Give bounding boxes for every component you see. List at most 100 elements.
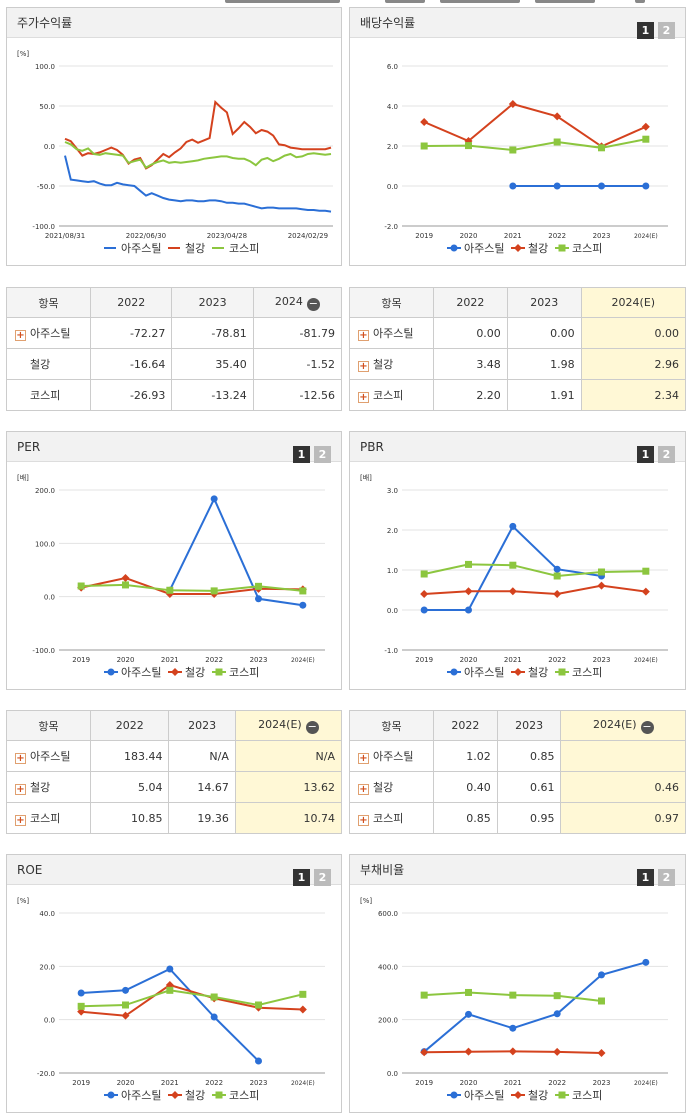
x-tick-label: 2022 xyxy=(548,1079,566,1087)
collapse-icon[interactable]: − xyxy=(305,719,319,734)
expand-icon[interactable]: + xyxy=(358,392,369,403)
y-tick-label: 200.0 xyxy=(378,1017,398,1025)
data-point xyxy=(210,587,218,595)
table-header-row: 항목 2022 2023 2024− xyxy=(6,287,343,318)
x-tick-label: 2024(E) xyxy=(634,657,658,664)
expand-icon[interactable]: + xyxy=(15,815,26,826)
data-point xyxy=(210,495,218,503)
y-tick-label: 0.0 xyxy=(387,607,398,615)
view-1-button[interactable]: 1 xyxy=(637,22,654,39)
data-point xyxy=(598,568,605,576)
dividend-yield-chart: 6.0 4.0 2.0 0.0 -2.0 2019 2020 2021 2022 2023 2024… xyxy=(350,38,685,265)
view-2-button[interactable]: 2 xyxy=(658,446,675,463)
expand-icon[interactable]: + xyxy=(358,330,369,341)
column-header-label: 2022 xyxy=(115,719,144,732)
data-point xyxy=(553,565,561,573)
collapse-icon[interactable]: − xyxy=(306,296,320,311)
data-point xyxy=(641,587,650,596)
data-point xyxy=(598,971,605,979)
view-2-button[interactable]: 2 xyxy=(658,869,675,886)
value-cell: 3.48 xyxy=(433,348,508,380)
view-2-button[interactable]: 2 xyxy=(314,446,331,463)
x-tick-label: 2024(E) xyxy=(291,1080,315,1087)
data-point xyxy=(299,990,307,998)
value-cell: -13.24 xyxy=(171,379,254,411)
table-row: + 코스피 2.20 1.91 2.34 xyxy=(349,379,687,411)
y-tick-label: 6.0 xyxy=(387,63,398,71)
data-point xyxy=(255,595,262,603)
debt-ratio-chart: [%] 600.0 400.0 200.0 0.0 2019 2020 2021 2022 202… xyxy=(350,885,685,1112)
data-point xyxy=(558,1091,566,1099)
x-tick-label: 2024(E) xyxy=(634,233,658,240)
expand-icon[interactable]: + xyxy=(15,330,26,341)
data-point xyxy=(465,142,472,150)
value-cell: 2.34 xyxy=(580,379,687,411)
data-point xyxy=(509,522,517,530)
data-point xyxy=(255,1057,262,1065)
column-header: 2023 xyxy=(168,710,236,741)
value-cell: 0.00 xyxy=(433,317,508,349)
x-tick-label: 2023 xyxy=(593,1079,611,1087)
legend-label: 코스피 xyxy=(229,1089,259,1102)
data-point xyxy=(299,601,307,609)
data-point xyxy=(597,581,606,590)
column-header-label: 2023 xyxy=(188,719,217,732)
data-point xyxy=(450,244,458,252)
expand-icon[interactable]: + xyxy=(358,815,369,826)
value-cell: -81.79 xyxy=(252,317,343,349)
data-point xyxy=(464,587,473,596)
legend-label: 아주스틸 xyxy=(464,666,504,679)
data-point xyxy=(166,586,174,594)
column-header-label: 항목 xyxy=(38,719,59,733)
row-label: 철강 xyxy=(373,358,394,371)
value-cell: 0.61 xyxy=(496,771,562,803)
expand-icon[interactable]: + xyxy=(358,753,369,764)
data-point xyxy=(508,587,517,596)
column-header-label: 2022 xyxy=(456,296,485,309)
series-line xyxy=(81,583,303,592)
view-1-button[interactable]: 1 xyxy=(637,446,654,463)
row-label: 철강 xyxy=(30,781,51,794)
legend-label: 철강 xyxy=(528,1089,548,1102)
data-point xyxy=(255,1001,262,1009)
view-2-button[interactable]: 2 xyxy=(314,869,331,886)
series-line xyxy=(423,563,646,578)
table-header-row: 항목 2022 2023 2024(E) xyxy=(349,287,687,318)
x-tick-label: 2023 xyxy=(593,232,611,240)
data-point xyxy=(77,582,85,590)
expand-icon[interactable]: + xyxy=(358,784,369,795)
column-header: 2022 xyxy=(433,287,508,318)
value-cell: 10.85 xyxy=(89,802,170,834)
view-1-button[interactable]: 1 xyxy=(637,869,654,886)
view-1-button[interactable]: 1 xyxy=(293,446,310,463)
expand-icon[interactable]: + xyxy=(15,784,26,795)
value-cell: -26.93 xyxy=(89,379,173,411)
x-tick-label: 2022/06/30 xyxy=(126,232,166,240)
expand-icon[interactable]: + xyxy=(358,361,369,372)
data-point xyxy=(514,1091,522,1099)
chart-svg: [배] 200.0 100.0 0.0 -100.0 2019 2020 2021 2022 20… xyxy=(17,473,325,679)
y-tick-label: -2.0 xyxy=(384,223,398,231)
data-point xyxy=(509,991,517,999)
data-point xyxy=(77,989,85,997)
value-cell: 2.20 xyxy=(433,379,508,411)
data-point xyxy=(553,590,562,598)
value-cell: 0.85 xyxy=(433,802,498,834)
legend-label: 아주스틸 xyxy=(121,242,161,255)
collapse-icon[interactable]: − xyxy=(640,719,654,734)
expand-icon[interactable]: + xyxy=(15,753,26,764)
x-tick-label: 2020 xyxy=(117,1079,135,1087)
view-1-button[interactable]: 1 xyxy=(293,869,310,886)
legend-label: 철강 xyxy=(185,242,205,255)
x-tick-label: 2023 xyxy=(250,656,268,664)
column-header-label: 2023 xyxy=(530,296,559,309)
value-cell: -72.27 xyxy=(89,317,173,349)
table-row: + 철강 0.40 0.61 0.46 xyxy=(349,771,686,803)
view-2-button[interactable]: 2 xyxy=(658,22,675,39)
value-cell: -12.56 xyxy=(252,379,343,411)
y-tick-label: 3.0 xyxy=(387,487,398,495)
row-label-cell: 코스피 xyxy=(6,379,91,411)
value-cell: 0.40 xyxy=(433,771,498,803)
